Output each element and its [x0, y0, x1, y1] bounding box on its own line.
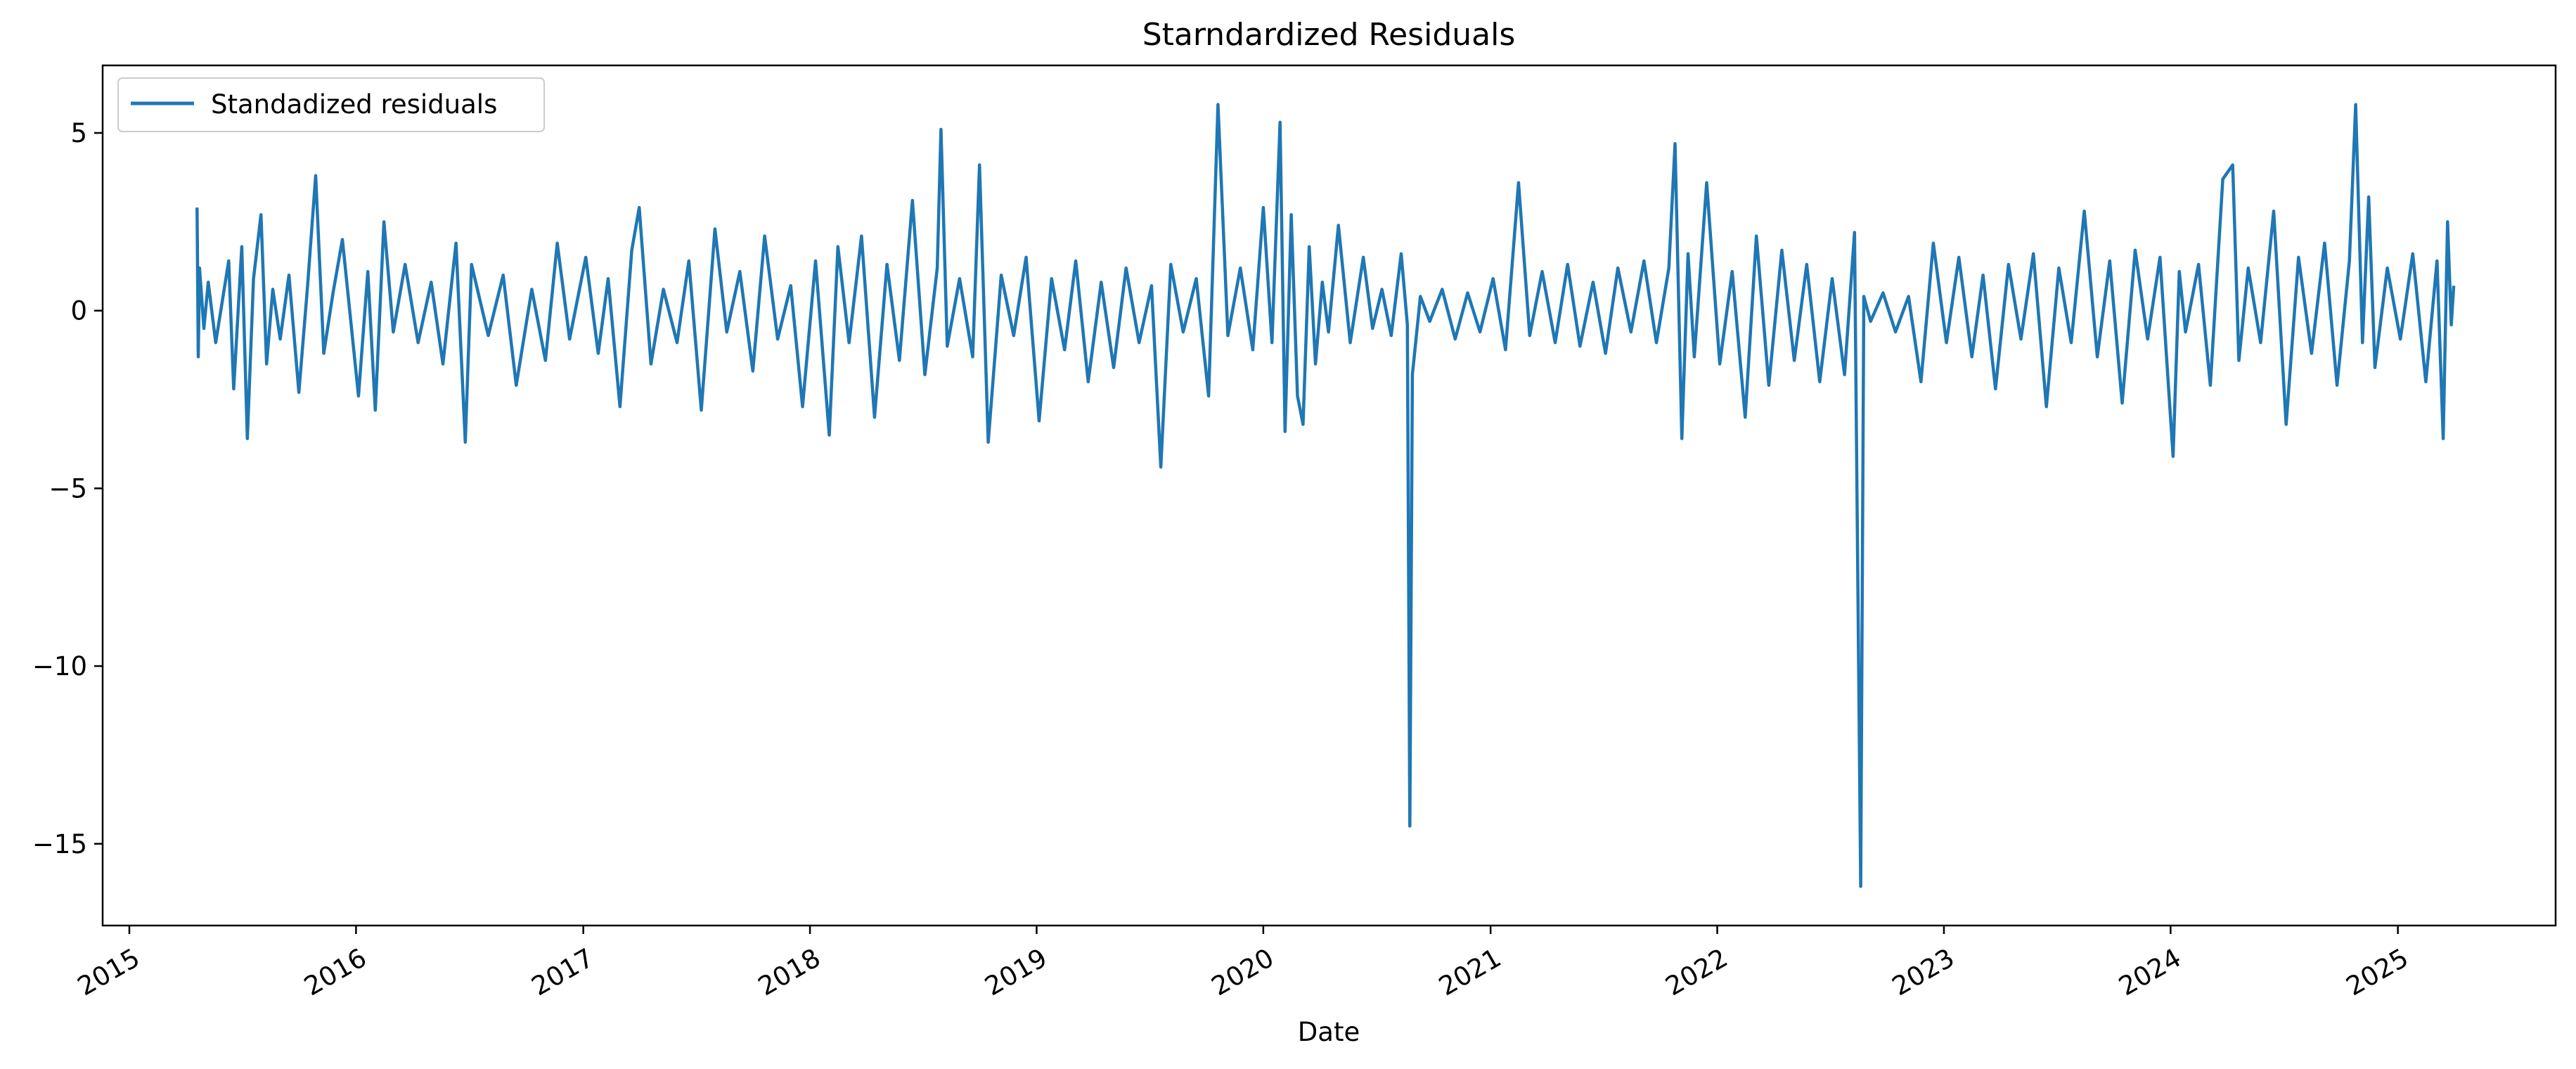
y-tick-label: 0: [70, 296, 87, 326]
legend-box: [117, 77, 545, 132]
plot-area: [195, 103, 2456, 888]
y-tick-label: −10: [32, 651, 87, 681]
y-tick-label: −15: [32, 829, 87, 859]
chart-title: Starndardized Residuals: [1142, 17, 1516, 53]
y-axis: 5 0 −5 −10 −15: [32, 118, 103, 859]
y-tick-label: 5: [70, 118, 87, 148]
y-tick-label: −5: [49, 473, 87, 504]
legend-label: Standadized residuals: [211, 89, 497, 120]
legend: Standadized residuals: [117, 77, 545, 132]
plot-frame: [101, 64, 2557, 927]
series-line-0: [195, 103, 2456, 888]
x-axis-label: Date: [1298, 1017, 1360, 1047]
